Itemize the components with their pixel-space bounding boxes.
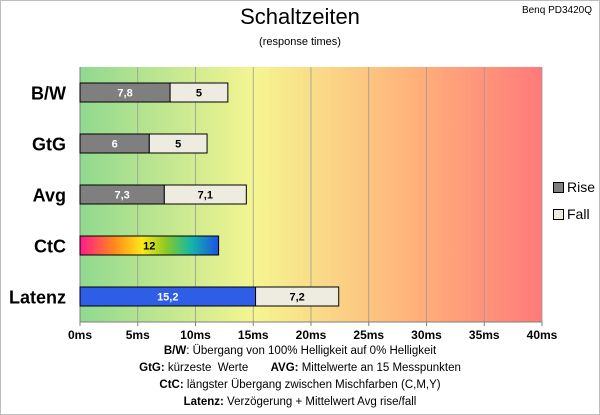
bar-label-fall: 7,2: [289, 292, 304, 304]
x-tick-label: 15ms: [238, 328, 269, 342]
chart-subtitle: (response times): [259, 36, 341, 48]
footnote-latenz-term: Latenz:: [183, 396, 224, 408]
footnote-latenz-text: Verzögerung + Mittelwert Avg rise/fall: [223, 396, 417, 408]
bar-fall: [169, 82, 229, 103]
footnote-ctc: CtC: längster Übergang zwischen Mischfar…: [0, 377, 600, 394]
bar-label-fall: 7,1: [198, 190, 213, 202]
x-tick-label: 35ms: [469, 328, 500, 342]
footnote-bw-term: B/W: [163, 345, 187, 357]
bar-fall: [163, 184, 247, 205]
x-tick-label: 25ms: [353, 328, 384, 342]
monitor-model-label: Benq PD3420Q: [521, 5, 592, 16]
legend-swatch-fall: [553, 209, 564, 220]
bar-label-rise: 15,2: [157, 292, 178, 304]
chart-title: Schaltzeiten: [240, 4, 360, 29]
x-tick-label: 30ms: [411, 328, 442, 342]
footnote-latenz: Latenz: Verzögerung + Mittelwert Avg ris…: [0, 394, 600, 411]
footnote-gtg-term: GtG:: [139, 362, 165, 374]
footnote-avg-term: AVG:: [270, 362, 299, 374]
footnote-ctc-text: längster Übergang zwischen Mischfarben (…: [183, 379, 441, 391]
x-tick-label: 40ms: [527, 328, 558, 342]
legend-label-fall: Fall: [567, 206, 590, 222]
bars: 7,8 5 6 5 7,3 7,1 12 15,2 7,2: [79, 82, 340, 307]
category-label: Latenz: [9, 288, 66, 308]
category-label: GtG: [32, 135, 66, 155]
bar-label-rise: 7,3: [115, 190, 130, 202]
bar-rise: [79, 235, 220, 256]
footnote-ctc-term: CtC:: [159, 379, 184, 391]
footnote-bw-text: : Übergang von 100% Helligkeit auf 0% He…: [186, 345, 437, 357]
category-labels: B/W GtG Avg CtC Latenz: [9, 84, 66, 308]
bar-label-rise: 7,8: [117, 88, 132, 100]
legend-swatch-rise: [553, 182, 564, 193]
bar-label-fall: 5: [196, 88, 202, 100]
x-tick-label: 0ms: [68, 328, 92, 342]
category-label: CtC: [34, 237, 66, 257]
footnote-bw: B/W: Übergang von 100% Helligkeit auf 0%…: [0, 343, 600, 360]
gridlines: [137, 67, 543, 322]
x-tick-label: 5ms: [126, 328, 150, 342]
x-axis-ticks: 0ms 5ms 10ms 15ms 20ms 25ms 30ms 35ms 40ms: [68, 322, 558, 342]
bar-fall: [255, 286, 340, 307]
footnotes: B/W: Übergang von 100% Helligkeit auf 0%…: [0, 343, 600, 411]
bar-label-fall: 5: [175, 139, 181, 151]
footnote-gtg-avg: GtG: kürzeste Werte AVG: Mittelwerte an …: [0, 360, 600, 377]
bar-label-rise: 12: [143, 241, 155, 253]
category-label: B/W: [31, 84, 66, 104]
footnote-gtg-text: kürzeste Werte: [164, 362, 271, 374]
footnote-avg-text: Mittelwerte an 15 Messpunkten: [298, 362, 461, 374]
bar-fall: [148, 133, 208, 154]
legend-label-rise: Rise: [567, 179, 596, 195]
x-tick-label: 20ms: [296, 328, 327, 342]
bar-label-rise: 6: [112, 139, 118, 151]
category-label: Avg: [33, 186, 66, 206]
x-tick-label: 10ms: [180, 328, 211, 342]
